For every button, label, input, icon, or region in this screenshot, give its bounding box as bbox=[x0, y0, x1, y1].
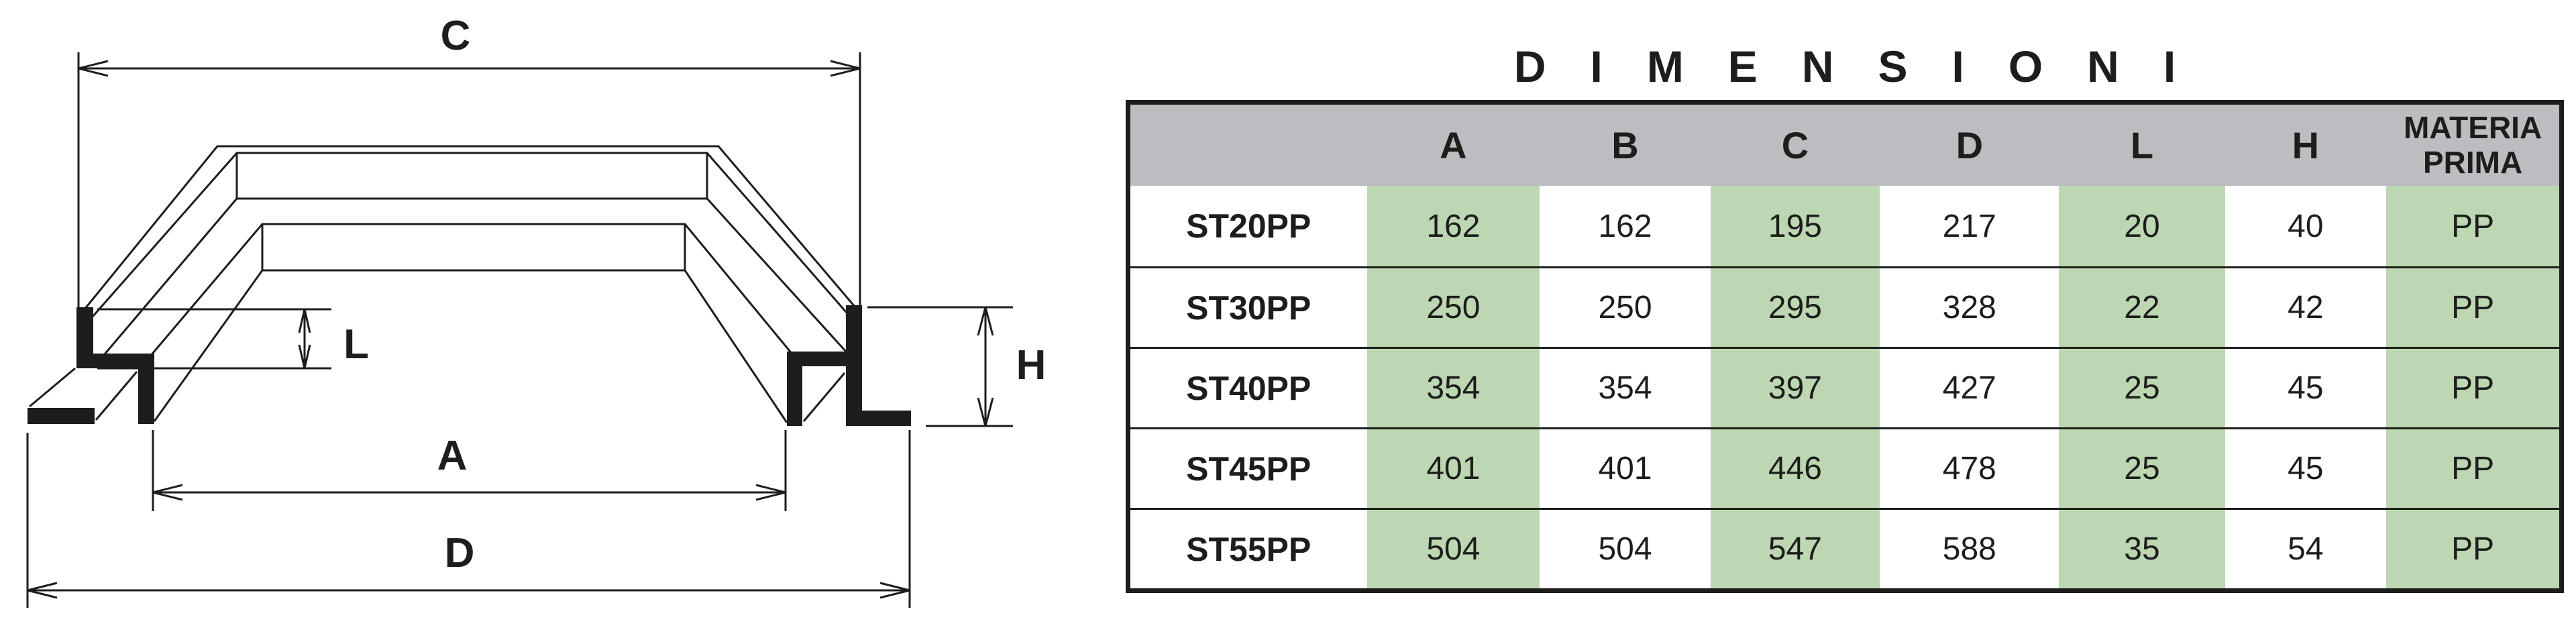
technical-drawing: C L A D bbox=[26, 13, 1046, 608]
column-header-b: B bbox=[1540, 105, 1711, 186]
cell-st55pp-d: 588 bbox=[1880, 508, 2059, 588]
left-slant-5 bbox=[153, 270, 264, 422]
left-notch-depth-line bbox=[95, 371, 138, 421]
header-row: A B C D L H MATERIA PRIMA bbox=[1130, 105, 2559, 186]
cell-st30pp-d: 328 bbox=[1880, 266, 2059, 347]
dim-h-arrow-down bbox=[977, 397, 994, 427]
top-face-band bbox=[235, 153, 708, 200]
dim-a-arrow-left bbox=[152, 484, 183, 501]
table-row-st40pp: ST40PP 354 354 397 427 25 45 PP bbox=[1130, 347, 2559, 427]
cell-st55pp-c: 547 bbox=[1710, 508, 1880, 588]
cell-st55pp-l: 35 bbox=[2059, 508, 2225, 588]
left-slant-3 bbox=[99, 198, 238, 360]
row-label-st55pp: ST55PP bbox=[1130, 508, 1367, 588]
cell-st40pp-d: 427 bbox=[1880, 347, 2059, 427]
table-title: DIMENSIONI bbox=[1513, 42, 2220, 91]
cell-st55pp-h: 54 bbox=[2224, 508, 2387, 588]
dim-h-arrow-up bbox=[977, 307, 994, 336]
left-foot-depth-line bbox=[29, 367, 76, 408]
cell-st45pp-materia-prima: PP bbox=[2386, 427, 2559, 508]
column-header-a: A bbox=[1366, 105, 1540, 186]
cell-st55pp-b: 504 bbox=[1540, 508, 1711, 588]
left-foot-base bbox=[28, 408, 95, 424]
foot-sections bbox=[28, 305, 911, 426]
table-row-st30pp: ST30PP 250 250 295 328 22 42 PP bbox=[1130, 266, 2559, 347]
cell-st40pp-b: 354 bbox=[1540, 347, 1711, 427]
cell-st40pp-a: 354 bbox=[1366, 347, 1540, 427]
dimensions-table: A B C D L H MATERIA PRIMA ST20PP 162 162 195 217 20… bbox=[1126, 100, 2564, 593]
cell-st30pp-a: 250 bbox=[1366, 266, 1540, 347]
dim-a-arrow-right bbox=[755, 484, 786, 501]
cell-st55pp-a: 504 bbox=[1366, 508, 1540, 588]
cell-st20pp-b: 162 bbox=[1540, 186, 1711, 266]
cell-st20pp-d: 217 bbox=[1880, 186, 2059, 266]
cell-st40pp-h: 45 bbox=[2224, 347, 2387, 427]
column-header-materia-prima: MATERIA PRIMA bbox=[2386, 105, 2559, 186]
right-slant-3 bbox=[706, 197, 847, 353]
table-row-st45pp: ST45PP 401 401 446 478 25 45 PP bbox=[1130, 427, 2559, 508]
front-face-band bbox=[261, 224, 686, 272]
cell-st45pp-d: 478 bbox=[1880, 427, 2059, 508]
outer-silhouette bbox=[83, 145, 857, 310]
cell-st45pp-h: 45 bbox=[2224, 427, 2387, 508]
cell-st45pp-c: 446 bbox=[1710, 427, 1880, 508]
cell-st45pp-a: 401 bbox=[1366, 427, 1540, 508]
right-foot-arm bbox=[787, 352, 846, 366]
cell-st30pp-c: 295 bbox=[1710, 266, 1880, 347]
cell-st45pp-l: 25 bbox=[2059, 427, 2225, 508]
row-label-st30pp: ST30PP bbox=[1130, 266, 1367, 347]
profile-outlines bbox=[29, 145, 857, 423]
table-row-st55pp: ST55PP 504 504 547 588 35 54 PP bbox=[1130, 508, 2559, 588]
dim-l-arrow-down bbox=[298, 344, 311, 369]
right-foot-lip bbox=[787, 366, 802, 426]
cell-st30pp-b: 250 bbox=[1540, 266, 1711, 347]
dim-d-arrow-right bbox=[879, 582, 910, 599]
row-label-st20pp: ST20PP bbox=[1130, 186, 1367, 266]
table-row-st20pp: ST20PP 162 162 195 217 20 40 PP bbox=[1130, 186, 2559, 266]
left-foot-lip bbox=[138, 368, 154, 424]
column-header-c: C bbox=[1710, 105, 1880, 186]
dimension-l: L bbox=[97, 308, 369, 370]
cell-st30pp-l: 22 bbox=[2059, 266, 2225, 347]
front-band-top bbox=[141, 223, 804, 367]
left-foot-stem-arm bbox=[76, 307, 154, 368]
right-slant-5 bbox=[684, 270, 788, 423]
cell-st20pp-c: 195 bbox=[1710, 186, 1880, 266]
header-corner bbox=[1130, 105, 1367, 186]
dimension-c: C bbox=[77, 13, 861, 307]
dim-label-d: D bbox=[445, 530, 475, 576]
cell-st30pp-h: 42 bbox=[2224, 266, 2387, 347]
cell-st40pp-c: 397 bbox=[1710, 347, 1880, 427]
cell-st40pp-materia-prima: PP bbox=[2386, 347, 2559, 427]
cell-st45pp-b: 401 bbox=[1540, 427, 1711, 508]
cell-st30pp-materia-prima: PP bbox=[2386, 266, 2559, 347]
cell-st40pp-l: 25 bbox=[2059, 347, 2225, 427]
dim-label-a: A bbox=[437, 433, 468, 479]
dim-c-arrow-right bbox=[830, 60, 861, 77]
row-label-st40pp: ST40PP bbox=[1130, 347, 1367, 427]
column-header-d: D bbox=[1880, 105, 2059, 186]
dim-c-arrow-left bbox=[78, 60, 109, 77]
cell-st20pp-l: 20 bbox=[2059, 186, 2225, 266]
right-notch-depth-line bbox=[802, 372, 846, 422]
cell-st20pp-h: 40 bbox=[2224, 186, 2387, 266]
right-foot-stem-base bbox=[846, 305, 911, 426]
dim-label-l: L bbox=[343, 321, 369, 368]
cell-st55pp-materia-prima: PP bbox=[2386, 508, 2559, 588]
dim-label-h: H bbox=[1016, 342, 1046, 388]
dimension-a: A bbox=[152, 430, 787, 511]
column-header-l: L bbox=[2059, 105, 2225, 186]
dim-d-arrow-left bbox=[27, 582, 58, 599]
column-header-h: H bbox=[2224, 105, 2387, 186]
dimension-d: D bbox=[26, 430, 911, 608]
cell-st20pp-materia-prima: PP bbox=[2386, 186, 2559, 266]
dim-label-c: C bbox=[441, 13, 471, 59]
dimension-h: H bbox=[867, 306, 1046, 427]
dim-l-arrow-up bbox=[298, 309, 311, 333]
inner-silhouette bbox=[91, 152, 848, 317]
row-label-st45pp: ST45PP bbox=[1130, 427, 1367, 508]
cell-st20pp-a: 162 bbox=[1366, 186, 1540, 266]
